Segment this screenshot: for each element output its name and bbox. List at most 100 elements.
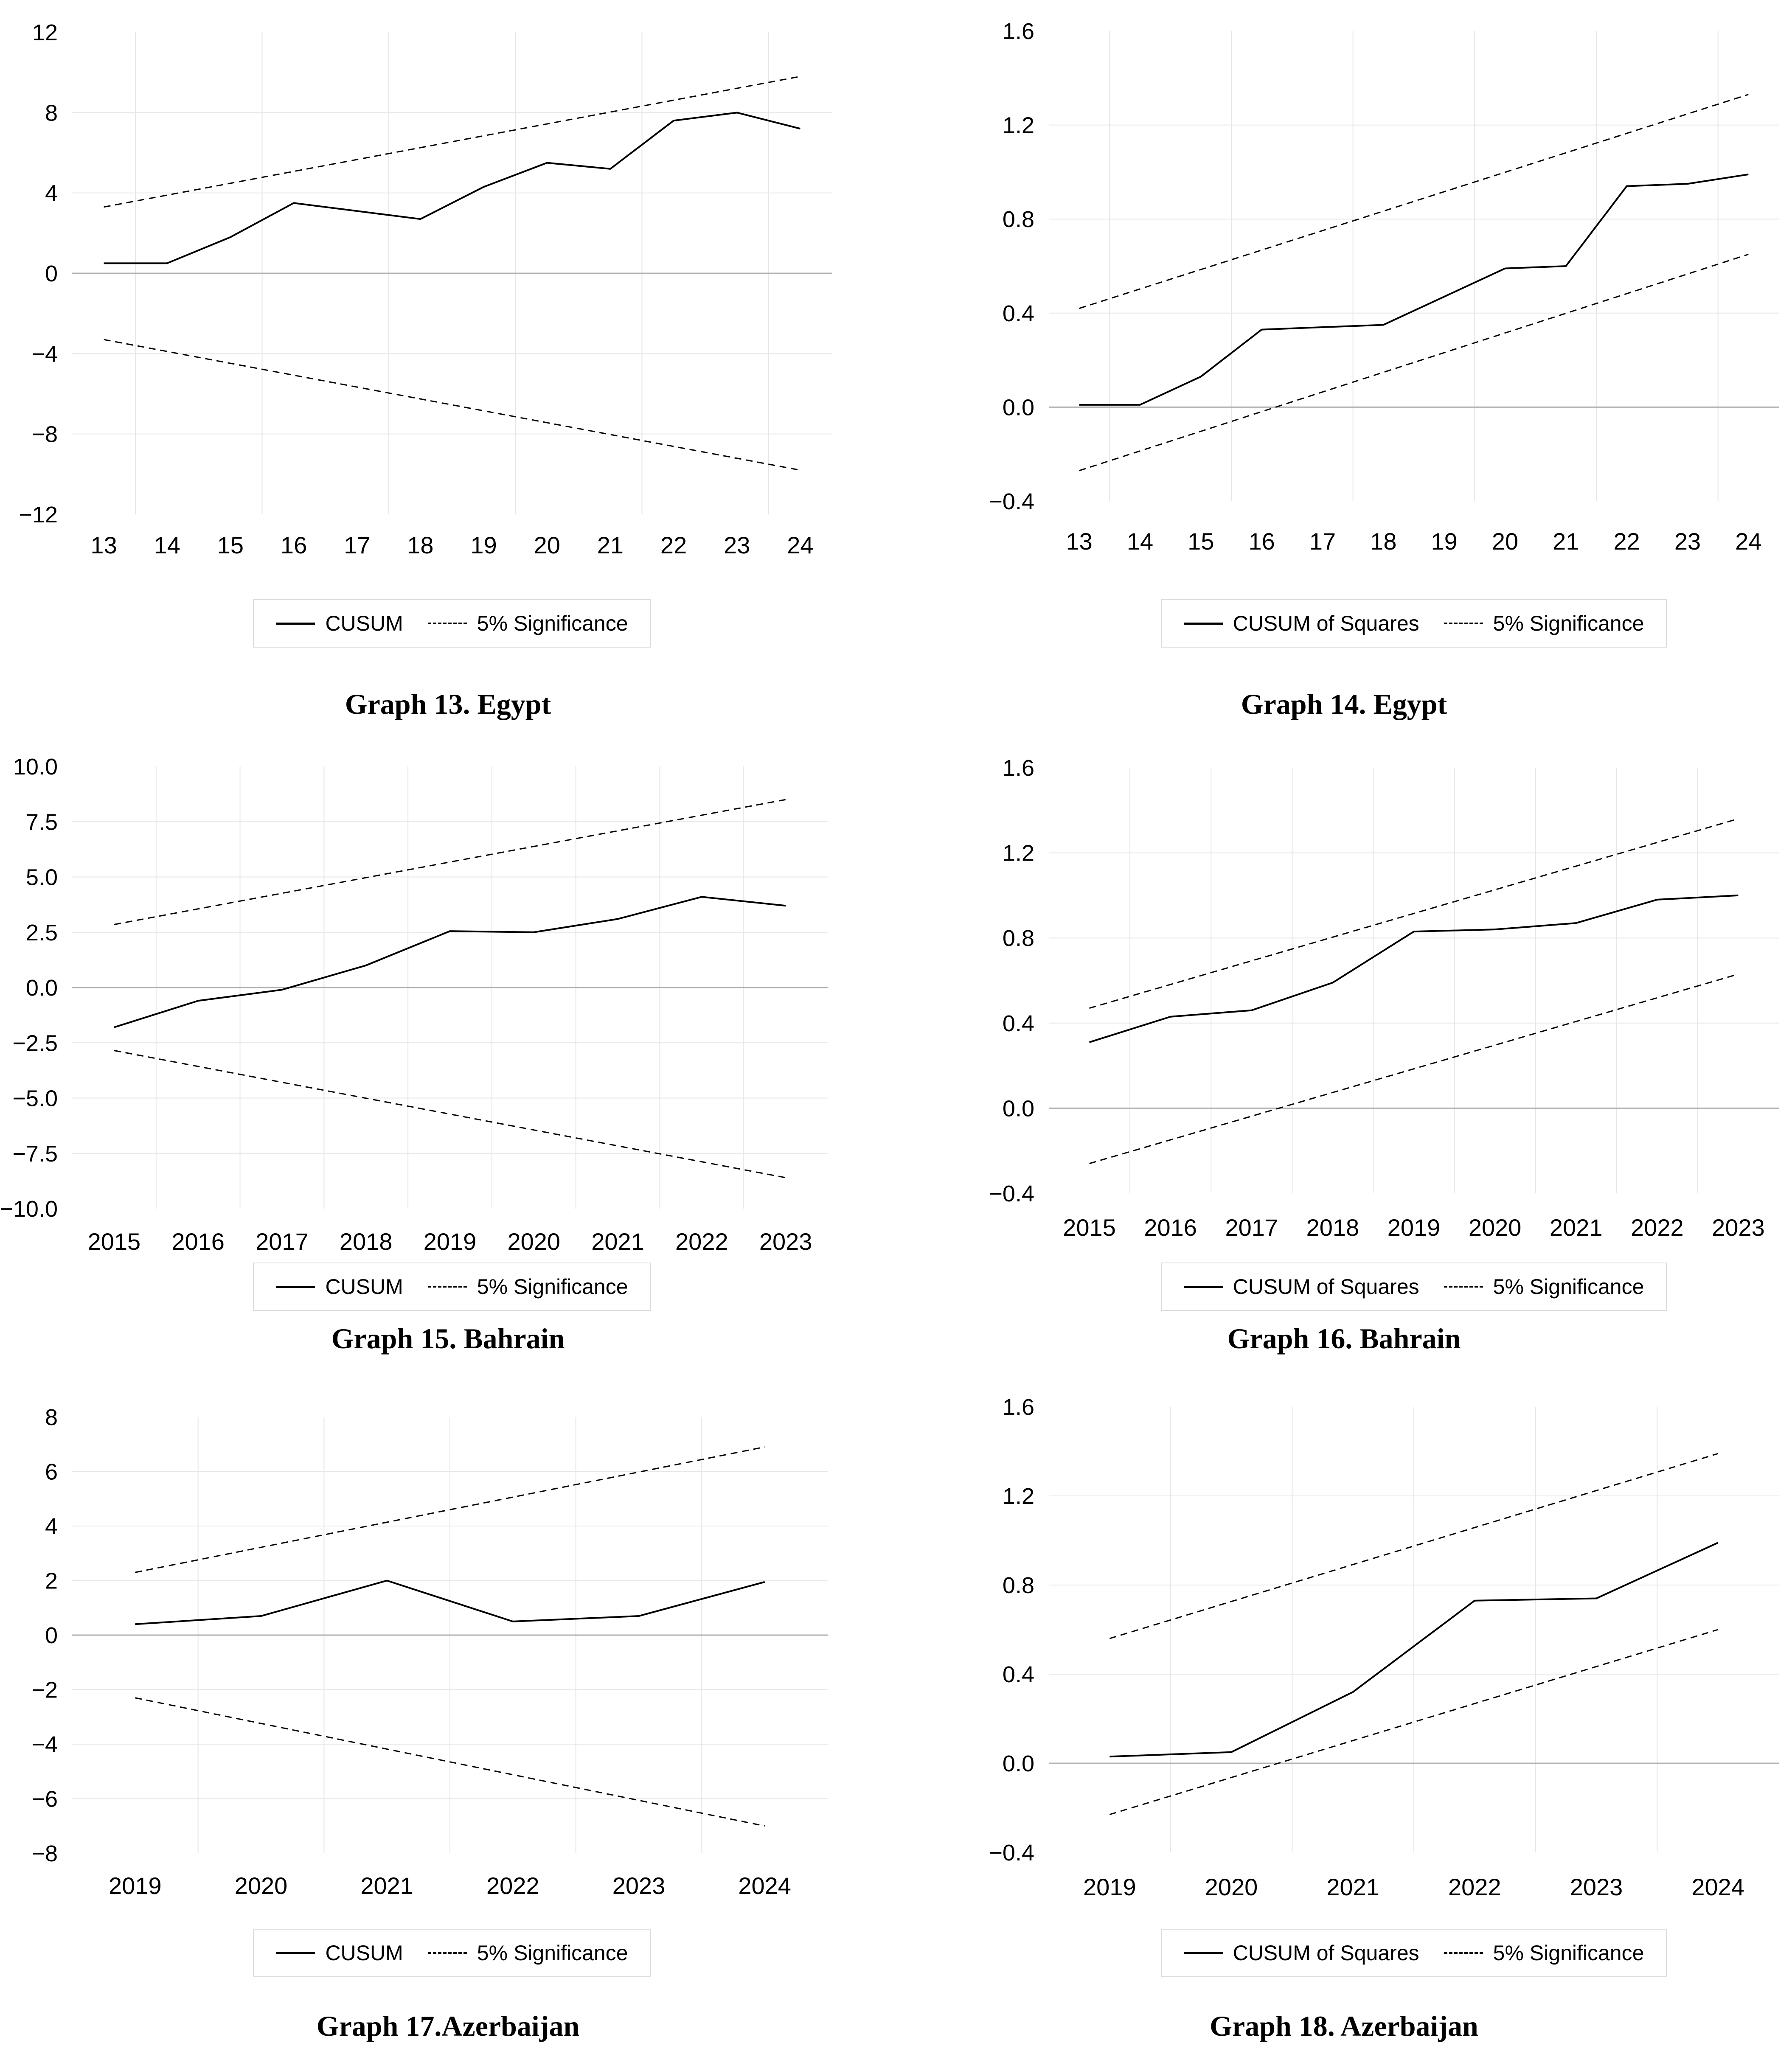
graph-16-title: Graph 16. Bahrain — [1227, 1322, 1461, 1355]
y-tick-label: −8 — [31, 1841, 58, 1866]
x-tick-label: 22 — [660, 532, 687, 558]
significance-legend-label: 5% Significance — [477, 1941, 628, 1965]
x-tick-label: 2021 — [1326, 1874, 1379, 1900]
y-tick-label: 0.0 — [1003, 395, 1034, 420]
y-tick-label: 0.0 — [26, 975, 58, 1001]
y-tick-label: −10.0 — [0, 1196, 58, 1222]
graph-15-title: Graph 15. Bahrain — [331, 1322, 565, 1355]
graph-13-block: 12 8 4 0 −4 −8 −12 13 14 15 16 17 18 19 20 21 22 23 24 CUS… — [0, 0, 896, 747]
x-tick-label: 13 — [90, 532, 117, 558]
x-tick-label: 2020 — [1469, 1214, 1522, 1241]
x-tick-label: 2020 — [507, 1228, 560, 1255]
upper-bound-line — [104, 76, 801, 208]
y-tick-label: 10.0 — [13, 754, 58, 780]
x-tick-label: 2023 — [1712, 1214, 1765, 1241]
series-line — [1079, 173, 1749, 406]
x-tick-label: 2021 — [591, 1228, 644, 1255]
significance-legend-label: 5% Significance — [1493, 1941, 1644, 1965]
graph-17-significance-bounds — [135, 1446, 765, 1827]
y-tick-label: 1.6 — [1003, 19, 1034, 44]
graph-14-y-axis-labels: 1.6 1.2 0.8 0.4 0.0 −0.4 — [989, 19, 1034, 514]
x-tick-label: 2015 — [88, 1228, 141, 1255]
graph-17-gridlines — [72, 1417, 828, 1853]
x-tick-label: 21 — [1553, 528, 1579, 555]
y-tick-label: −0.4 — [989, 1840, 1034, 1866]
x-tick-label: 2020 — [235, 1872, 288, 1899]
y-tick-label: 1.2 — [1003, 113, 1034, 138]
significance-line-sample-icon — [1444, 623, 1483, 624]
cusum-squares-line-sample-icon — [1183, 1285, 1223, 1288]
x-tick-label: 2022 — [486, 1872, 539, 1899]
graph-17-canvas: 8 6 4 2 0 −2 −4 −6 −8 2019 2020 2021 2022 2023 2024 — [31, 1405, 828, 1899]
graph-13-x-axis-labels: 13 14 15 16 17 18 19 20 21 22 23 24 — [90, 532, 813, 558]
legend-box: CUSUM of Squares 5% Significance — [1160, 1263, 1667, 1311]
y-tick-label: −7.5 — [12, 1141, 58, 1167]
graph-17-block: 8 6 4 2 0 −2 −4 −6 −8 2019 2020 2021 2022 2023 2024 CU… — [0, 1375, 896, 2065]
graph-13-significance-bounds — [104, 76, 801, 471]
x-tick-label: 2018 — [340, 1228, 393, 1255]
series-line — [135, 1580, 765, 1625]
y-tick-label: 0.4 — [1003, 1011, 1034, 1036]
x-tick-label: 15 — [217, 532, 244, 558]
upper-bound-line — [1109, 1453, 1719, 1639]
graph-14-canvas: 1.6 1.2 0.8 0.4 0.0 −0.4 13 14 15 16 17 18 19 20 21 22 2… — [989, 19, 1779, 555]
x-tick-label: 24 — [1735, 528, 1761, 555]
y-tick-label: 1.6 — [1003, 755, 1034, 781]
x-tick-label: 2021 — [360, 1872, 413, 1899]
x-tick-label: 2024 — [1691, 1874, 1744, 1900]
x-tick-label: 19 — [1431, 528, 1458, 555]
x-tick-label: 2023 — [612, 1872, 666, 1899]
x-tick-label: 14 — [1127, 528, 1153, 555]
x-tick-label: 13 — [1066, 528, 1093, 555]
x-tick-label: 2019 — [1388, 1214, 1441, 1241]
graph-17-title: Graph 17.Azerbaijan — [316, 2010, 580, 2042]
cusum-squares-legend-label: CUSUM of Squares — [1233, 1941, 1419, 1965]
y-tick-label: −8 — [31, 422, 58, 447]
y-tick-label: −6 — [31, 1787, 58, 1812]
lower-bound-line — [1109, 1629, 1719, 1815]
upper-bound-line — [1089, 818, 1739, 1009]
x-tick-label: 20 — [1492, 528, 1518, 555]
cusum-squares-line-sample-icon — [1183, 622, 1223, 625]
significance-line-sample-icon — [1444, 1952, 1483, 1954]
x-tick-label: 2016 — [171, 1228, 225, 1255]
x-tick-label: 2022 — [1448, 1874, 1501, 1900]
x-tick-label: 24 — [787, 532, 813, 558]
series-line — [104, 112, 801, 264]
y-tick-label: −4 — [31, 341, 58, 367]
legend-box: CUSUM of Squares 5% Significance — [1160, 599, 1667, 648]
y-tick-label: 12 — [32, 20, 58, 45]
y-tick-label: −2.5 — [12, 1030, 58, 1056]
series-line — [1089, 894, 1739, 1043]
x-tick-label: 15 — [1188, 528, 1214, 555]
y-tick-label: 0 — [45, 1623, 58, 1648]
y-tick-label: −12 — [19, 502, 58, 527]
x-tick-label: 2017 — [1225, 1214, 1278, 1241]
significance-legend-label: 5% Significance — [1493, 1275, 1644, 1299]
graph-14-series — [1079, 173, 1749, 406]
cusum-line-sample-icon — [276, 1952, 315, 1954]
graph-17-series — [135, 1580, 765, 1625]
x-tick-label: 2015 — [1063, 1214, 1116, 1241]
x-tick-label: 18 — [407, 532, 433, 558]
cusum-squares-legend-label: CUSUM of Squares — [1233, 612, 1419, 635]
graph-15-gridlines — [72, 766, 828, 1209]
x-tick-label: 22 — [1614, 528, 1640, 555]
graph-15-legend: CUSUM 5% Significance — [72, 1263, 832, 1311]
graph-16-x-axis-labels: 2015 2016 2017 2018 2019 2020 2021 2022 2023 — [1063, 1214, 1764, 1241]
y-tick-label: 0.8 — [1003, 926, 1034, 951]
x-tick-label: 2019 — [109, 1872, 162, 1899]
lower-bound-line — [135, 1697, 765, 1827]
y-tick-label: 0.4 — [1003, 301, 1034, 326]
x-tick-label: 2024 — [738, 1872, 791, 1899]
lower-bound-line — [104, 339, 801, 471]
y-tick-label: −2 — [31, 1678, 58, 1703]
x-tick-label: 2019 — [1083, 1874, 1136, 1900]
graph-18-legend: CUSUM of Squares 5% Significance — [1049, 1929, 1779, 1977]
graph-15-significance-bounds — [114, 799, 786, 1178]
y-tick-label: 0.0 — [1003, 1751, 1034, 1776]
significance-line-sample-icon — [427, 1952, 467, 1954]
y-tick-label: 2 — [45, 1568, 58, 1594]
x-tick-label: 17 — [344, 532, 370, 558]
